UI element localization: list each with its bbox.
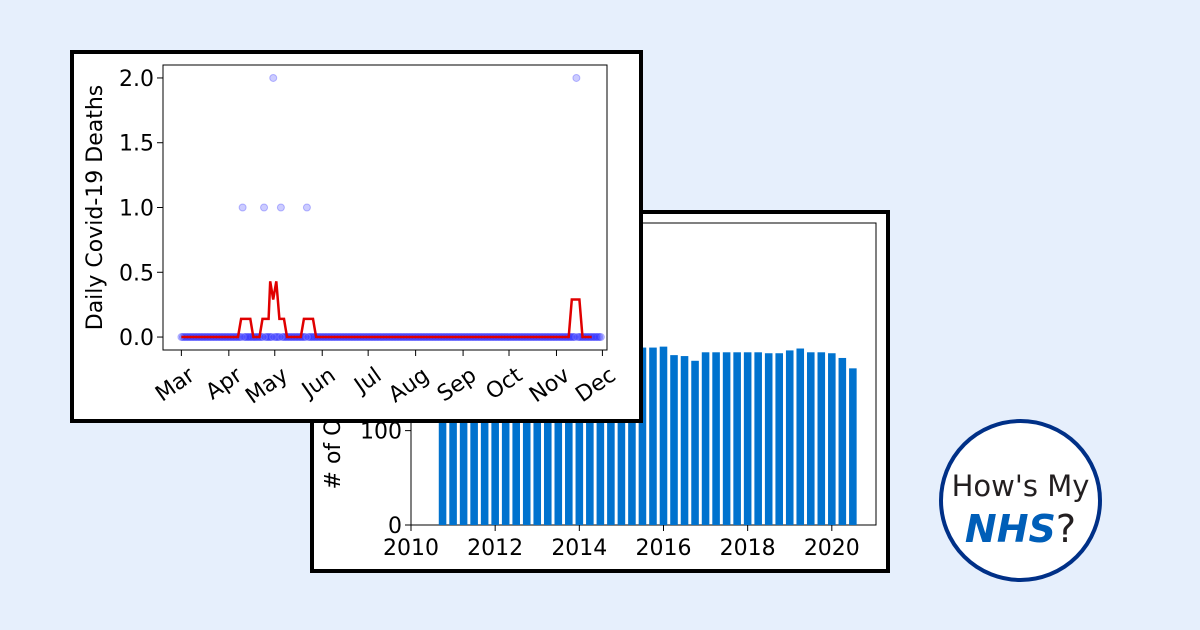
bar — [522, 347, 531, 525]
bar — [849, 368, 857, 525]
bar — [617, 347, 626, 525]
x-tick-label: 2010 — [383, 536, 439, 561]
daily-death-point — [572, 73, 581, 82]
daily-death-point — [305, 333, 314, 342]
y-tick-label: 0.0 — [119, 326, 154, 351]
logo-question-mark: ? — [1055, 507, 1077, 551]
bar — [712, 352, 720, 525]
daily-death-point — [260, 203, 269, 212]
daily-death-point — [273, 333, 282, 342]
rolling-average-line — [181, 281, 592, 339]
bar — [701, 352, 710, 525]
daily-death-point — [304, 333, 313, 342]
bar — [459, 347, 468, 525]
x-tick-label: Nov — [525, 363, 575, 408]
x-tick-label: Jul — [349, 363, 387, 400]
bar — [586, 347, 594, 525]
bar — [659, 346, 668, 525]
deaths-chart-card: 0.0 0.5 1.0 1.5 2.0 Mar Apr May Jun Jul Aug Sep Oct N… — [70, 50, 643, 423]
bar — [680, 356, 689, 525]
bar — [438, 347, 447, 525]
bar — [775, 353, 783, 525]
x-tick-label: Aug — [384, 363, 434, 408]
x-tick-label: Mar — [151, 362, 200, 407]
x-tick-label: May — [241, 363, 293, 410]
bar — [607, 347, 615, 525]
daily-death-point — [276, 203, 285, 212]
daily-death-point — [302, 203, 311, 212]
bar — [838, 357, 847, 525]
daily-death-point — [264, 333, 273, 342]
daily-death-point — [238, 203, 247, 212]
bar — [743, 352, 752, 525]
logo-text: How's My — [951, 469, 1090, 503]
bar — [649, 347, 657, 525]
x-tick-label: 2020 — [804, 536, 860, 561]
x-tick-label: 2014 — [551, 536, 607, 561]
y-tick-label: 1.0 — [119, 197, 154, 222]
daily-death-point — [269, 73, 278, 82]
plot-frame — [162, 64, 608, 351]
daily-death-point — [270, 333, 279, 342]
daily-death-point — [596, 333, 605, 342]
daily-death-point — [595, 333, 604, 342]
bar — [491, 347, 499, 525]
y-tick-label: 100 — [360, 420, 402, 445]
y-axis-label: Daily Covid-19 Deaths — [83, 85, 108, 331]
y-axis-label: # of O — [321, 419, 346, 490]
bar — [754, 352, 762, 525]
daily-death-point — [275, 333, 284, 342]
bar — [533, 347, 542, 525]
y-tick-label: 1.5 — [119, 132, 154, 157]
bar — [796, 348, 805, 525]
bar — [764, 353, 773, 525]
bar — [817, 352, 826, 525]
bar — [638, 347, 647, 525]
bar — [470, 347, 478, 525]
daily-death-point — [593, 333, 602, 342]
daily-death-point — [266, 333, 275, 342]
bar — [828, 353, 836, 525]
x-tick-label: Sep — [433, 363, 481, 407]
bar — [565, 347, 573, 525]
logo-nhs: NHS — [964, 507, 1056, 551]
bar — [806, 352, 815, 525]
x-tick-label: 2016 — [635, 536, 691, 561]
x-tick-label: 2018 — [720, 536, 776, 561]
bar — [543, 347, 552, 525]
daily-death-point — [570, 333, 579, 342]
daily-death-point — [263, 333, 272, 342]
bar — [785, 350, 794, 525]
daily-death-point — [592, 333, 601, 342]
bar — [722, 352, 731, 525]
bar — [628, 347, 636, 525]
bar — [554, 347, 563, 525]
y-tick-label: 0 — [388, 514, 402, 539]
daily-death-point — [241, 333, 250, 342]
bar — [480, 347, 489, 525]
bar — [501, 347, 510, 525]
y-tick-label: 2.0 — [119, 67, 154, 92]
x-tick-label: Dec — [571, 363, 620, 408]
daily-death-point — [272, 333, 281, 342]
bar — [512, 347, 520, 525]
x-tick-label: Jun — [296, 363, 340, 404]
nhs-logo: How's My NHS? — [939, 419, 1102, 582]
bar — [575, 347, 584, 525]
daily-death-point — [240, 333, 249, 342]
y-tick-label: 0.5 — [119, 261, 154, 286]
bar — [733, 352, 741, 525]
daily-death-point — [261, 333, 270, 342]
daily-death-point — [243, 333, 252, 342]
x-tick-label: Apr — [201, 362, 247, 405]
x-tick-label: 2012 — [467, 536, 523, 561]
daily-death-point — [267, 333, 276, 342]
bar — [670, 355, 678, 525]
x-tick-label: Oct — [482, 363, 528, 406]
bar — [596, 347, 605, 525]
bar — [449, 347, 457, 525]
logo-brand-line: NHS? — [943, 507, 1098, 551]
bar — [691, 360, 699, 525]
